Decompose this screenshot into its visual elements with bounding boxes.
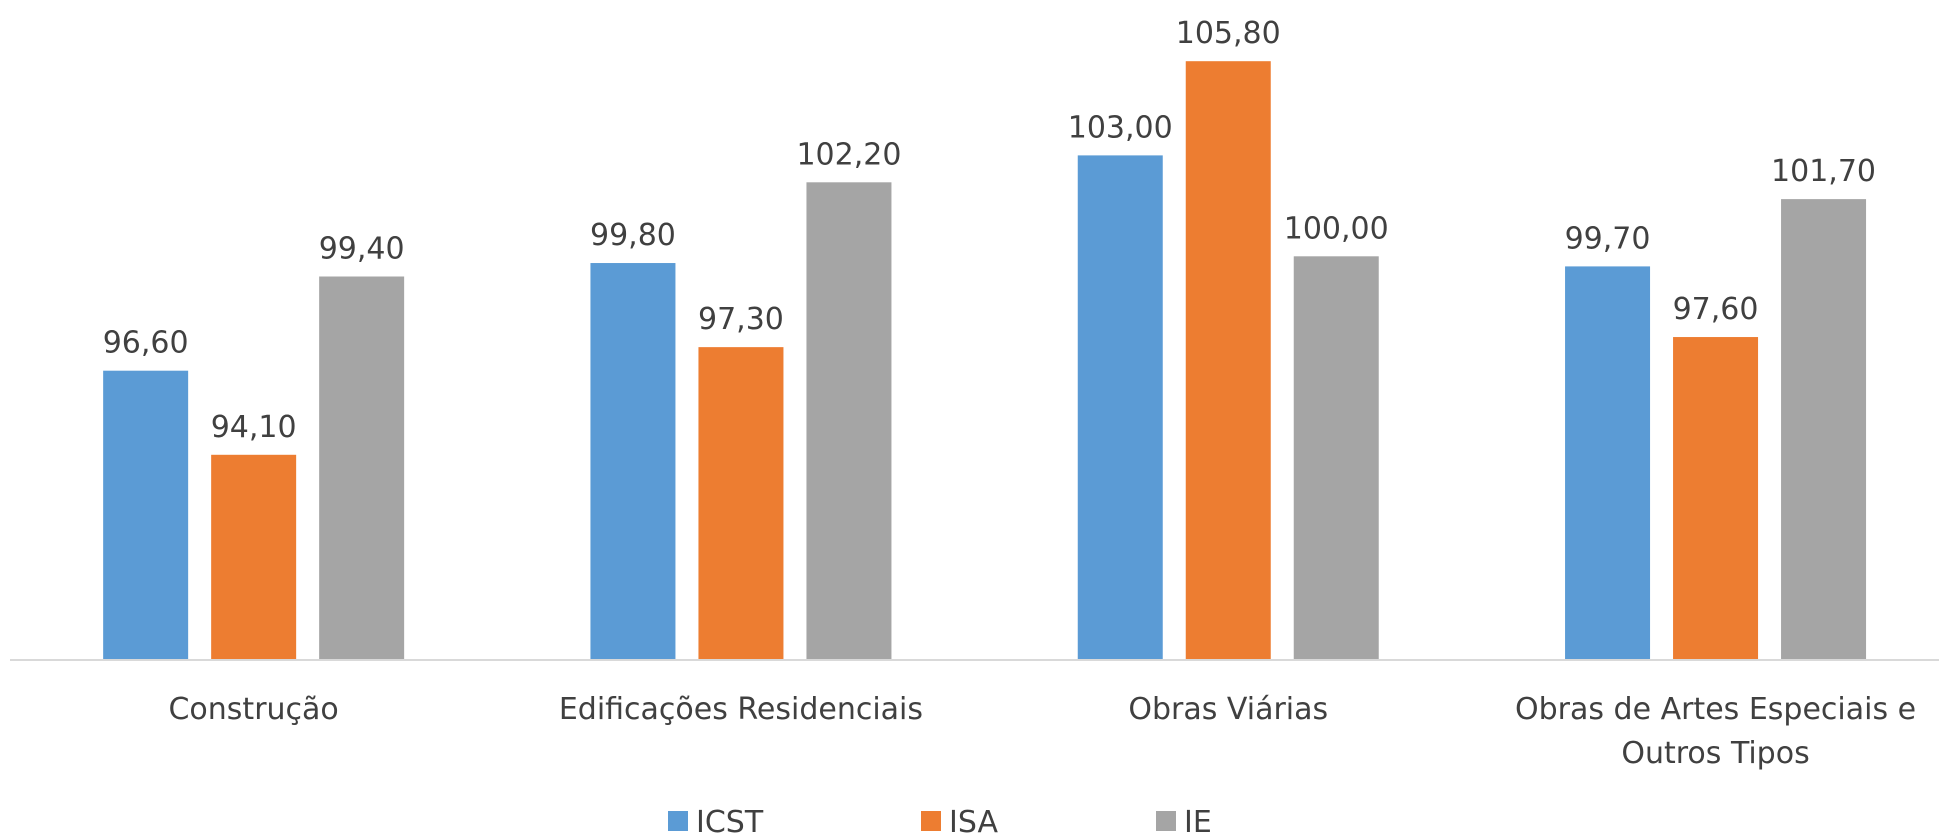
bar: [1185, 61, 1271, 660]
bar: [319, 276, 405, 660]
data-label: 94,10: [211, 410, 297, 445]
data-label: 99,80: [590, 218, 676, 253]
data-label: 97,60: [1673, 292, 1759, 327]
x-tick-label: Obras Viárias: [1128, 692, 1329, 727]
data-label: 100,00: [1284, 211, 1389, 246]
data-label: 96,60: [103, 326, 189, 361]
bar: [1781, 199, 1867, 660]
data-label: 101,70: [1771, 154, 1876, 189]
bar: [103, 370, 189, 660]
bar: [698, 347, 784, 660]
x-tick-label: Edificações Residenciais: [558, 692, 924, 727]
data-label: 105,80: [1176, 16, 1281, 51]
bar: [1077, 155, 1163, 660]
bar: [211, 454, 297, 660]
legend-swatch: [921, 811, 941, 831]
legend-label: ISA: [949, 805, 998, 838]
data-label: 99,70: [1565, 221, 1651, 256]
data-label: 99,40: [319, 231, 405, 266]
legend-swatch: [1156, 811, 1176, 831]
legend-label: ICST: [696, 805, 764, 838]
bar: [590, 263, 676, 660]
legend-label: IE: [1184, 805, 1212, 838]
x-tick-label: Obras de Artes Especiais e Outros Tipos: [1515, 692, 1917, 771]
x-tick-label: Construção: [168, 692, 339, 727]
bar: [806, 182, 892, 661]
data-label: 103,00: [1068, 110, 1173, 145]
bar: [1565, 266, 1651, 660]
data-label: 97,30: [698, 302, 784, 337]
legend-swatch: [668, 811, 688, 831]
bar: [1293, 256, 1379, 660]
data-label: 102,20: [796, 137, 901, 172]
bar: [1673, 337, 1759, 660]
